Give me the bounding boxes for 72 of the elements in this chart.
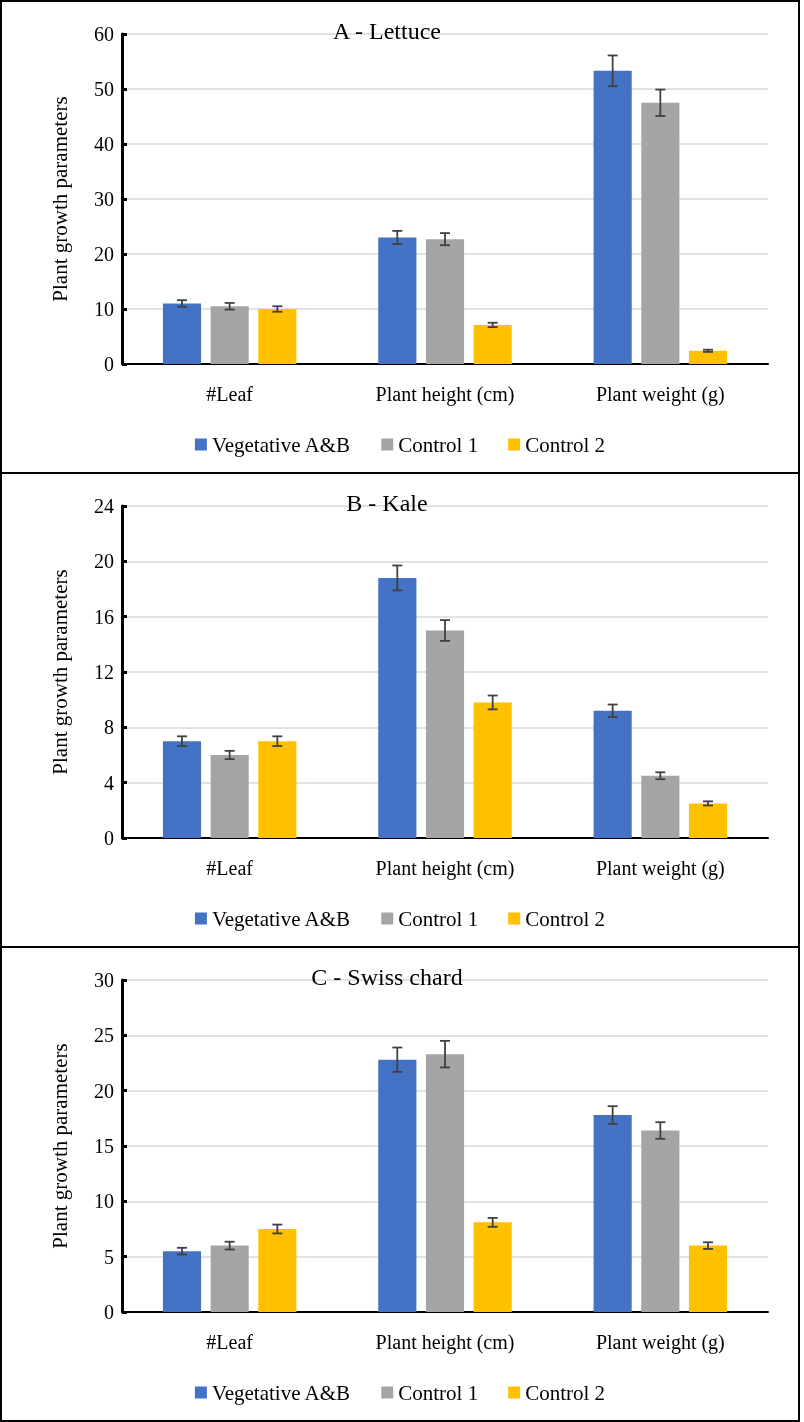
x-tick-label: Plant height (cm)	[375, 857, 515, 880]
y-tick-label: 20	[94, 1079, 114, 1102]
chart-title: C - Swiss chard	[311, 964, 463, 990]
bar	[162, 1251, 202, 1312]
y-tick-label: 25	[94, 1024, 114, 1047]
y-tick-label: 16	[94, 605, 114, 628]
bar	[688, 350, 728, 364]
bar	[378, 577, 417, 838]
bar	[258, 309, 297, 364]
x-tick-label: #Leaf	[206, 1331, 254, 1353]
bar	[641, 102, 680, 364]
bar	[688, 803, 728, 838]
legend-label: Control 2	[525, 432, 606, 457]
legend-label: Control 1	[398, 906, 479, 931]
y-tick-label: 20	[94, 550, 114, 573]
bar	[378, 237, 417, 364]
x-tick-label: Plant weight (g)	[595, 1331, 725, 1354]
x-tick-label: Plant weight (g)	[595, 857, 725, 880]
y-tick-label: 0	[104, 1301, 114, 1323]
bar	[425, 239, 465, 364]
x-tick-label: Plant height (cm)	[375, 383, 515, 406]
y-tick-label: 50	[94, 78, 114, 100]
legend-label: Control 2	[525, 906, 606, 931]
y-axis-title: Plant growth parameters	[47, 96, 72, 302]
x-tick-label: Plant height (cm)	[375, 1331, 515, 1354]
bar	[210, 755, 249, 838]
bar	[258, 1229, 297, 1312]
y-axis-title: Plant growth parameters	[47, 569, 72, 775]
chart-title: B - Kale	[346, 490, 428, 516]
y-tick-label: 0	[104, 827, 114, 849]
x-tick-label: #Leaf	[206, 383, 254, 405]
bar	[473, 702, 512, 838]
y-axis-title: Plant growth parameters	[47, 1043, 72, 1249]
legend-label: Control 2	[525, 1380, 606, 1405]
bar	[593, 70, 632, 364]
y-tick-label: 8	[104, 716, 114, 739]
x-tick-label: #Leaf	[206, 857, 254, 879]
y-tick-label: 12	[94, 661, 114, 683]
y-tick-label: 0	[104, 353, 114, 375]
bar	[593, 710, 632, 838]
y-tick-label: 10	[94, 298, 114, 320]
y-tick-label: 24	[94, 495, 114, 517]
bar	[425, 1054, 465, 1312]
bar	[162, 741, 202, 838]
bar	[593, 1115, 632, 1312]
legend-label: Control 1	[398, 1380, 479, 1405]
bar	[162, 303, 202, 364]
chart-title: A - Lettuce	[333, 18, 441, 44]
bar	[688, 1245, 728, 1312]
bar	[473, 324, 512, 364]
bar	[641, 1130, 680, 1312]
y-tick-label: 30	[94, 969, 114, 991]
bar	[258, 741, 297, 838]
legend-label: Vegetative A&B	[211, 906, 351, 931]
y-tick-label: 60	[94, 23, 114, 45]
bar	[378, 1059, 417, 1312]
y-tick-label: 4	[104, 771, 114, 794]
bar	[210, 306, 249, 364]
y-tick-label: 20	[94, 243, 114, 265]
bar	[425, 630, 465, 838]
bar	[210, 1245, 249, 1312]
bar	[473, 1222, 512, 1312]
legend-label: Control 1	[398, 432, 479, 457]
y-tick-label: 10	[94, 1190, 114, 1213]
legend-label: Vegetative A&B	[211, 1380, 351, 1405]
y-tick-label: 15	[94, 1135, 114, 1157]
y-tick-label: 5	[104, 1245, 114, 1268]
legend-label: Vegetative A&B	[211, 432, 351, 457]
y-tick-label: 40	[94, 133, 114, 155]
y-tick-label: 30	[94, 188, 114, 210]
bar	[641, 775, 680, 838]
x-tick-label: Plant weight (g)	[595, 383, 725, 406]
